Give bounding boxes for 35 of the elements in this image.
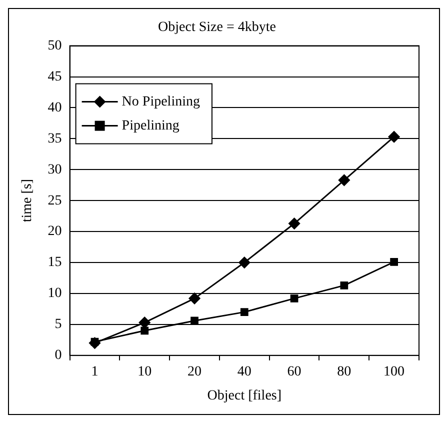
x-tick-label: 1 bbox=[91, 364, 98, 380]
y-tick-label: 25 bbox=[48, 193, 62, 208]
x-tick-label: 40 bbox=[237, 364, 252, 380]
y-tick-label: 20 bbox=[48, 224, 62, 240]
y-tick-label: 30 bbox=[48, 162, 62, 178]
y-tick-label: 50 bbox=[48, 38, 62, 54]
y-tick-label: 15 bbox=[48, 255, 62, 270]
point bbox=[138, 316, 150, 328]
chart-title: Object Size = 4kbyte bbox=[158, 20, 276, 36]
point bbox=[188, 292, 200, 304]
legend-label: No Pipelining bbox=[122, 94, 200, 110]
y-tick-label: 40 bbox=[48, 100, 62, 116]
x-tick-label: 60 bbox=[287, 364, 302, 380]
point bbox=[190, 316, 198, 325]
y-axis-title: time [s] bbox=[20, 179, 36, 222]
x-tick-label: 10 bbox=[138, 364, 152, 380]
y-tick-label: 35 bbox=[48, 131, 62, 146]
y-tick-label: 10 bbox=[48, 286, 62, 302]
point bbox=[240, 308, 248, 316]
x-tick-label: 100 bbox=[384, 364, 405, 380]
point bbox=[288, 218, 300, 230]
point bbox=[340, 282, 348, 290]
point bbox=[390, 258, 398, 266]
point bbox=[388, 131, 400, 143]
x-tick-label: 20 bbox=[188, 364, 202, 380]
point bbox=[290, 294, 298, 302]
y-tick-label: 0 bbox=[54, 348, 62, 364]
point bbox=[140, 326, 149, 335]
x-tick-label: 80 bbox=[337, 364, 352, 380]
x-axis-title: Object [files] bbox=[207, 388, 282, 404]
point bbox=[338, 174, 350, 186]
point bbox=[238, 256, 250, 268]
y-tick-label: 5 bbox=[54, 317, 62, 332]
legend-label: Pipelining bbox=[122, 118, 180, 134]
y-tick-label: 45 bbox=[48, 69, 62, 84]
